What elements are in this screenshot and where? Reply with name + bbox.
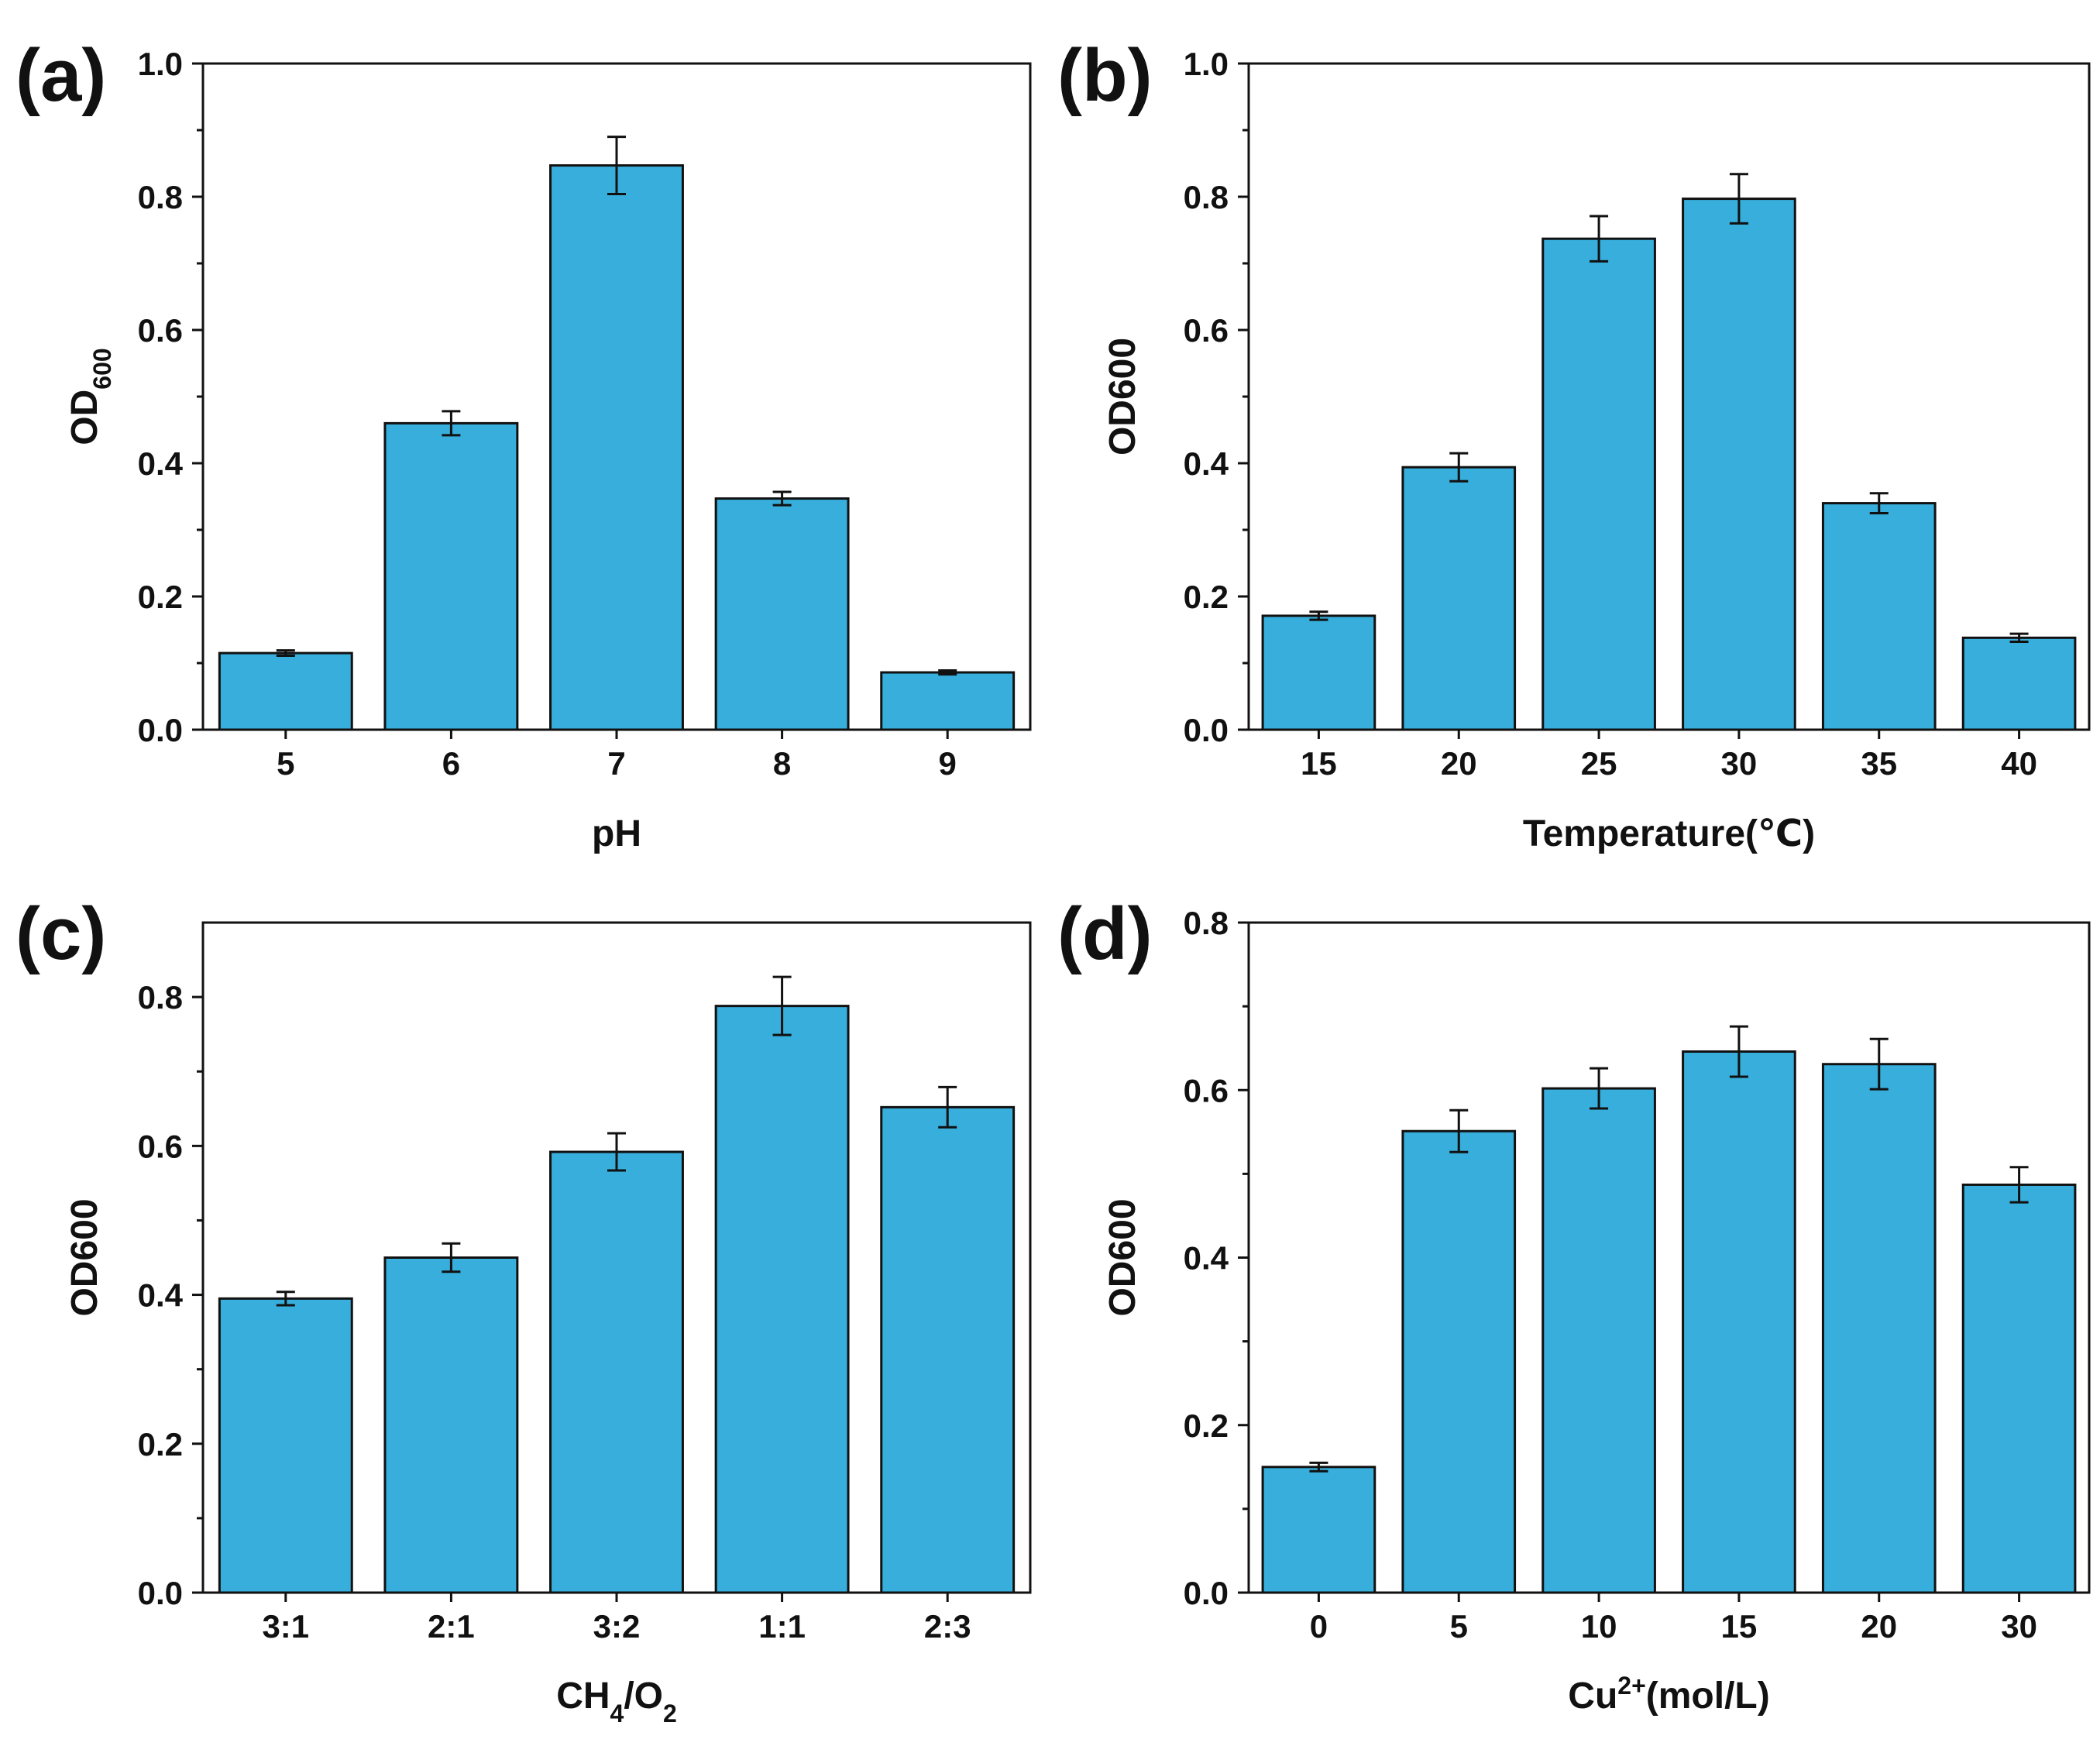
- x-tick-label: 15: [1721, 1608, 1758, 1645]
- y-tick-label: 0.0: [138, 712, 183, 748]
- x-tick-label: 5: [277, 745, 294, 782]
- x-tick-label: 3:1: [262, 1608, 309, 1645]
- y-tick-label: 0.6: [138, 1128, 183, 1164]
- bar: [1401, 466, 1517, 731]
- bar: [714, 1005, 850, 1594]
- bar: [1961, 636, 2077, 731]
- panel-label: (a): [15, 34, 106, 117]
- bar: [1541, 237, 1656, 731]
- bar: [1821, 502, 1937, 731]
- bar: [880, 671, 1016, 731]
- bar: [549, 164, 684, 731]
- y-axis-title: OD600: [1102, 1198, 1143, 1316]
- panel-b-chart: (b) 15 20 25 30 35 40 0.0 0.2 0.4 0.6 0.8 1.0 Tempera…: [1057, 34, 2091, 854]
- y-axis-title: OD600: [64, 348, 116, 445]
- x-tick-label: 35: [1861, 745, 1897, 782]
- x-axis-title-part: Cu: [1568, 1676, 1617, 1717]
- bar: [714, 497, 850, 731]
- y-axis-title-sub: 600: [88, 348, 116, 389]
- x-tick-label: 40: [2001, 745, 2037, 782]
- x-tick-label: 5: [1450, 1608, 1468, 1645]
- y-tick-label: 0.0: [1184, 712, 1229, 748]
- x-axis-title: Temperature(℃): [1523, 813, 1815, 854]
- x-axis-title-part: 4: [610, 1700, 624, 1727]
- bar: [1682, 1050, 1796, 1594]
- y-tick-label: 0.2: [1184, 1407, 1229, 1444]
- bar: [880, 1105, 1016, 1594]
- panel-label: (b): [1057, 34, 1153, 117]
- y-tick-label: 0.4: [1184, 445, 1229, 482]
- x-axis-title: Cu2+(mol/L): [1568, 1672, 1769, 1717]
- bar: [1821, 1063, 1937, 1594]
- x-axis-title: pH: [592, 813, 641, 854]
- x-tick-label: 2:1: [428, 1608, 475, 1645]
- y-tick-label: 0.0: [1184, 1575, 1229, 1611]
- y-tick-label: 0.6: [138, 312, 183, 349]
- x-tick-label: 1:1: [758, 1608, 806, 1645]
- plot-frame: [201, 921, 1032, 1594]
- x-axis-title-part: 2+: [1617, 1672, 1645, 1700]
- bar: [549, 1150, 684, 1594]
- y-tick-label: 0.4: [1184, 1240, 1229, 1277]
- y-tick-label: 0.2: [1184, 579, 1229, 615]
- x-tick-label: 30: [1721, 745, 1758, 782]
- bar: [1682, 198, 1796, 731]
- y-tick-label: 0.2: [138, 1426, 183, 1462]
- y-axis-title: OD600: [64, 1198, 105, 1316]
- y-axis-title-main: OD: [64, 390, 105, 445]
- x-axis-title-part: CH: [556, 1676, 610, 1717]
- x-tick-label: 20: [1441, 745, 1477, 782]
- x-tick-label: 0: [1310, 1608, 1328, 1645]
- x-tick-label: 6: [442, 745, 460, 782]
- bar: [1401, 1129, 1517, 1594]
- y-axis-title: OD600: [1102, 338, 1143, 455]
- x-tick-label: 15: [1301, 745, 1337, 782]
- y-tick-label: 0.6: [1184, 1072, 1229, 1108]
- y-tick-label: 1.0: [1184, 46, 1229, 82]
- y-tick-label: 0.6: [1184, 312, 1229, 349]
- y-tick-label: 0.8: [1184, 179, 1229, 215]
- y-tick-label: 0.0: [138, 1575, 183, 1611]
- panel-c-chart: (c) 3:1 2:1 3:2 1:1 2:3 0.0 0.2 0.4 0.6 0.8 CH4/O2 O…: [15, 892, 1032, 1727]
- bar: [1261, 614, 1377, 731]
- x-tick-label: 10: [1581, 1608, 1617, 1645]
- x-axis-title-part: 2: [663, 1700, 677, 1727]
- y-tick-label: 0.8: [1184, 905, 1229, 941]
- x-axis-title: CH4/O2: [556, 1676, 677, 1727]
- x-tick-label: 25: [1581, 745, 1617, 782]
- y-tick-label: 0.4: [138, 1277, 184, 1314]
- x-axis-title-part: /O: [624, 1676, 663, 1717]
- y-tick-label: 0.2: [138, 579, 183, 615]
- panel-label: (c): [15, 892, 106, 975]
- bar: [218, 1297, 353, 1594]
- x-tick-label: 9: [939, 745, 957, 782]
- x-tick-label: 2:3: [924, 1608, 971, 1645]
- panel-a-chart: (a) 5 6 7 8 9 0.0 0.2 0.4 0.6 0.8 1.0 pH OD600: [15, 34, 1032, 854]
- bar: [218, 651, 353, 731]
- x-tick-label: 3:2: [593, 1608, 641, 1645]
- x-tick-label: 8: [773, 745, 791, 782]
- y-tick-label: 0.8: [138, 179, 183, 215]
- y-tick-label: 1.0: [138, 46, 183, 82]
- x-axis-title-part: (mol/L): [1646, 1676, 1770, 1717]
- y-tick-label: 0.4: [138, 445, 184, 482]
- bar: [1541, 1087, 1656, 1594]
- panel-label: (d): [1057, 892, 1153, 975]
- bar: [383, 421, 519, 731]
- bar: [383, 1256, 519, 1594]
- x-tick-label: 7: [607, 745, 625, 782]
- x-tick-label: 20: [1861, 1608, 1897, 1645]
- y-tick-label: 0.8: [138, 979, 183, 1016]
- bar: [1261, 1466, 1377, 1594]
- panel-d-chart: (d) 0 5 10 15 20 30 0.0 0.2 0.4 0.6 0.8 Cu2+(mol/L) O…: [1057, 892, 2091, 1717]
- bar: [1961, 1183, 2077, 1594]
- x-tick-label: 30: [2001, 1608, 2037, 1645]
